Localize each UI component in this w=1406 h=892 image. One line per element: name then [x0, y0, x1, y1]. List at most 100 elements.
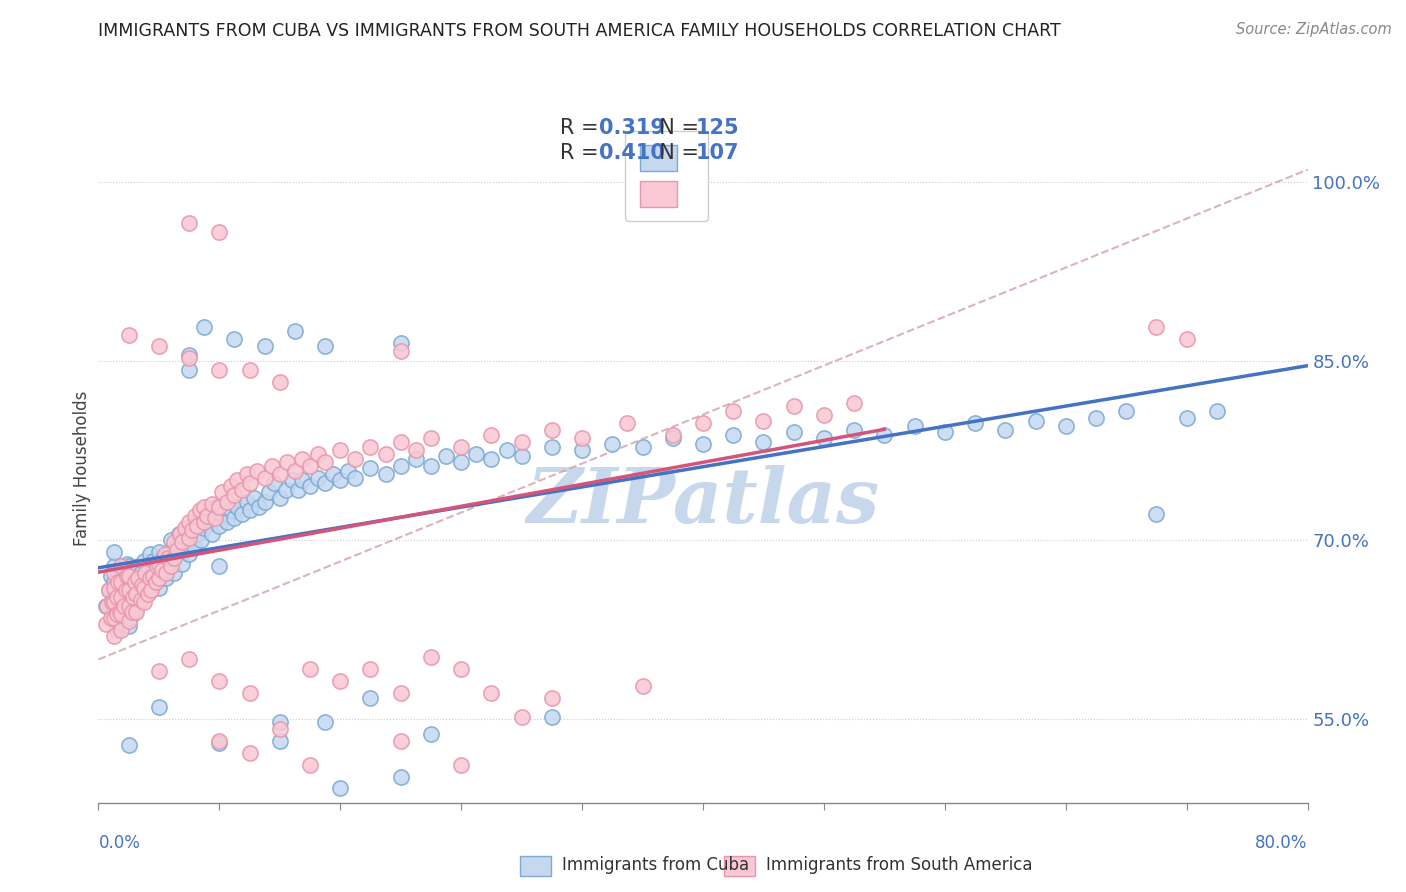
- Point: [571, 432, 593, 446]
- Point: [136, 587, 159, 601]
- Point: [163, 566, 186, 581]
- Point: [118, 614, 141, 628]
- Point: [723, 428, 745, 442]
- Point: [495, 443, 517, 458]
- Point: [208, 736, 231, 750]
- Point: [103, 574, 125, 589]
- Point: [1024, 413, 1046, 427]
- Point: [284, 464, 307, 478]
- Point: [299, 757, 322, 772]
- Text: 125: 125: [696, 119, 740, 138]
- Point: [118, 599, 141, 613]
- Point: [291, 473, 314, 487]
- Point: [139, 547, 162, 561]
- Point: [190, 533, 212, 547]
- Point: [181, 518, 204, 533]
- Point: [813, 432, 835, 446]
- Point: [215, 515, 238, 529]
- Point: [284, 324, 307, 338]
- Point: [239, 746, 262, 760]
- Point: [662, 428, 685, 442]
- Point: [112, 599, 135, 613]
- Point: [173, 521, 195, 535]
- Point: [110, 616, 132, 631]
- Point: [124, 574, 146, 589]
- Point: [163, 535, 186, 549]
- Point: [129, 592, 152, 607]
- Point: [205, 500, 228, 514]
- Point: [450, 757, 472, 772]
- Point: [179, 547, 201, 561]
- Point: [481, 428, 503, 442]
- Point: [105, 623, 128, 637]
- Point: [148, 665, 170, 679]
- Point: [221, 503, 243, 517]
- Point: [224, 511, 246, 525]
- Point: [299, 479, 322, 493]
- Point: [156, 550, 179, 565]
- Point: [247, 500, 270, 514]
- Point: [239, 686, 262, 700]
- Point: [98, 583, 121, 598]
- Point: [360, 461, 382, 475]
- Point: [179, 348, 201, 362]
- Point: [103, 595, 125, 609]
- Point: [540, 690, 562, 705]
- Point: [239, 363, 262, 377]
- Text: 80.0%: 80.0%: [1256, 834, 1308, 852]
- Point: [105, 591, 128, 605]
- Point: [813, 408, 835, 422]
- Point: [1054, 419, 1077, 434]
- Point: [783, 425, 806, 440]
- Point: [405, 443, 427, 458]
- Point: [389, 435, 412, 450]
- Point: [224, 332, 246, 346]
- Point: [314, 339, 336, 353]
- Point: [226, 500, 249, 514]
- Point: [420, 726, 443, 740]
- Point: [224, 487, 246, 501]
- Point: [616, 416, 638, 430]
- Point: [239, 475, 262, 490]
- Point: [374, 447, 396, 461]
- Point: [110, 574, 132, 589]
- Point: [965, 416, 987, 430]
- Point: [170, 557, 193, 571]
- Point: [128, 595, 150, 609]
- Point: [118, 602, 141, 616]
- Point: [163, 550, 186, 565]
- Point: [120, 610, 142, 624]
- Point: [127, 559, 149, 574]
- Point: [108, 605, 131, 619]
- Legend: , : ,: [626, 131, 709, 221]
- Point: [904, 419, 927, 434]
- Point: [307, 471, 329, 485]
- Point: [291, 451, 314, 466]
- Point: [344, 451, 367, 466]
- Point: [100, 610, 122, 624]
- Point: [329, 673, 352, 688]
- Text: Immigrants from Cuba: Immigrants from Cuba: [562, 856, 749, 874]
- Point: [118, 571, 141, 585]
- Point: [94, 599, 117, 613]
- Point: [141, 569, 163, 583]
- Point: [179, 531, 201, 545]
- Point: [208, 518, 231, 533]
- Point: [110, 595, 132, 609]
- Point: [1144, 320, 1167, 334]
- Point: [145, 571, 167, 585]
- Point: [631, 679, 654, 693]
- Point: [208, 500, 231, 514]
- Point: [167, 527, 190, 541]
- Point: [204, 511, 226, 525]
- Point: [540, 440, 562, 454]
- Point: [155, 571, 177, 585]
- Point: [481, 686, 503, 700]
- Point: [179, 216, 201, 230]
- Point: [110, 607, 132, 621]
- Point: [132, 583, 155, 598]
- Point: [160, 533, 183, 547]
- Point: [148, 581, 170, 595]
- Point: [183, 539, 205, 553]
- Point: [110, 563, 132, 577]
